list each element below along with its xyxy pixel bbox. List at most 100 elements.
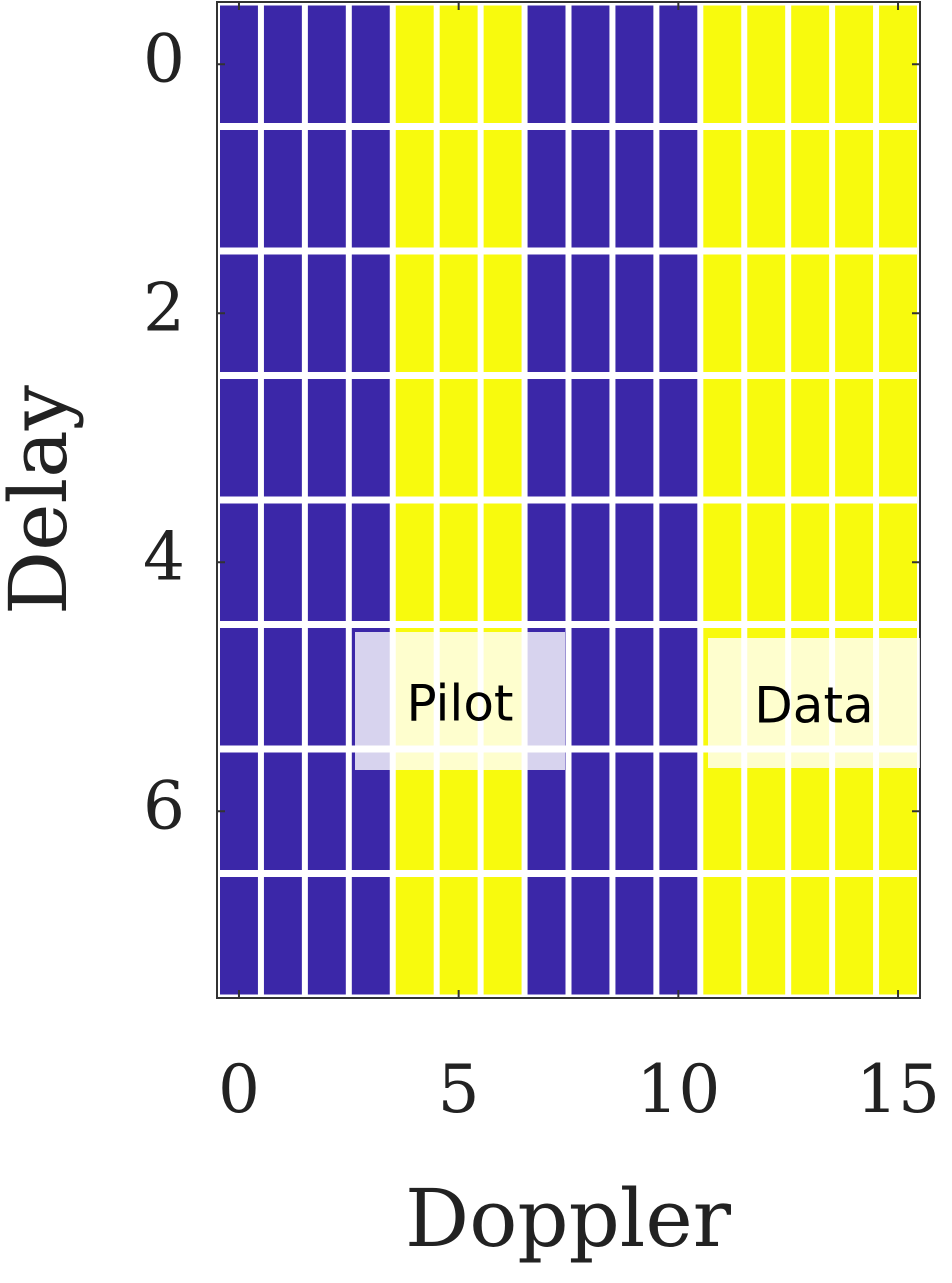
cell: [615, 752, 654, 870]
cell: [220, 752, 258, 870]
cell: [307, 877, 346, 995]
cell: [263, 5, 302, 123]
cell: [571, 877, 610, 995]
cell: [220, 5, 258, 123]
cell: [395, 130, 434, 248]
x-axis-label: Doppler: [405, 1172, 732, 1265]
cell: [791, 254, 830, 372]
cell: [659, 628, 698, 746]
cell: [395, 5, 434, 123]
cell: [527, 877, 566, 995]
annotation: Pilot: [406, 675, 513, 733]
cell: [879, 379, 917, 497]
cell: [571, 752, 610, 870]
y-tick-label: 2: [143, 269, 185, 346]
cell: [439, 254, 478, 372]
cell: [439, 379, 478, 497]
cell: [263, 130, 302, 248]
annotation-box: [708, 638, 920, 768]
cell: [879, 5, 917, 123]
cell: [703, 254, 742, 372]
cell: [263, 254, 302, 372]
cell: [220, 254, 258, 372]
cell: [835, 5, 874, 123]
cell: [703, 130, 742, 248]
cell: [351, 752, 390, 870]
cell: [527, 379, 566, 497]
cell: [439, 5, 478, 123]
cell: [615, 379, 654, 497]
plot-frame: [216, 1, 921, 999]
cell: [615, 503, 654, 621]
cell: [483, 5, 522, 123]
cell: [747, 5, 786, 123]
cell: [879, 877, 917, 995]
cell: [615, 254, 654, 372]
cell: [263, 628, 302, 746]
cell: [791, 752, 830, 870]
cell: [307, 379, 346, 497]
cell: [659, 877, 698, 995]
cell: [791, 5, 830, 123]
cell: [307, 628, 346, 746]
cell: [483, 503, 522, 621]
cell: [395, 254, 434, 372]
cell: [220, 628, 258, 746]
cell: [615, 5, 654, 123]
cell: [703, 503, 742, 621]
cell: [263, 503, 302, 621]
cell: [307, 752, 346, 870]
cell: [351, 503, 390, 621]
cell: [615, 628, 654, 746]
cell: [747, 752, 786, 870]
cell: [835, 130, 874, 248]
cell: [659, 503, 698, 621]
cell: [571, 628, 610, 746]
cell: [659, 254, 698, 372]
cell: [263, 379, 302, 497]
cell: [263, 877, 302, 995]
y-axis-label: Delay: [0, 385, 85, 615]
cell: [307, 5, 346, 123]
cell: [307, 130, 346, 248]
cell: [571, 254, 610, 372]
cell: [351, 379, 390, 497]
x-tick-label: 15: [856, 1051, 940, 1128]
cell: [351, 130, 390, 248]
cell: [527, 130, 566, 248]
cell: [879, 503, 917, 621]
cell: [395, 503, 434, 621]
cell: [220, 130, 258, 248]
cell: [835, 877, 874, 995]
annotation-box: [355, 632, 565, 770]
cell: [703, 5, 742, 123]
cell: [703, 752, 742, 870]
cell: [879, 752, 917, 870]
cell: [879, 254, 917, 372]
cell: [439, 503, 478, 621]
cell: [439, 130, 478, 248]
cell: [483, 254, 522, 372]
cell: [439, 877, 478, 995]
cell: [351, 877, 390, 995]
cell: [747, 130, 786, 248]
cell: [527, 752, 566, 870]
cell: [483, 752, 522, 870]
cell: [659, 379, 698, 497]
cell: [483, 379, 522, 497]
cell: [747, 503, 786, 621]
cell: [351, 5, 390, 123]
cell: [791, 379, 830, 497]
x-tick-label: 10: [636, 1051, 720, 1128]
cell: [395, 877, 434, 995]
cell: [835, 254, 874, 372]
cell: [703, 379, 742, 497]
cell: [263, 752, 302, 870]
cell: [747, 877, 786, 995]
cell: [220, 379, 258, 497]
cell: [571, 5, 610, 123]
x-tick-label: 5: [438, 1051, 480, 1128]
cell: [439, 752, 478, 870]
x-tick-label: 0: [218, 1051, 260, 1128]
